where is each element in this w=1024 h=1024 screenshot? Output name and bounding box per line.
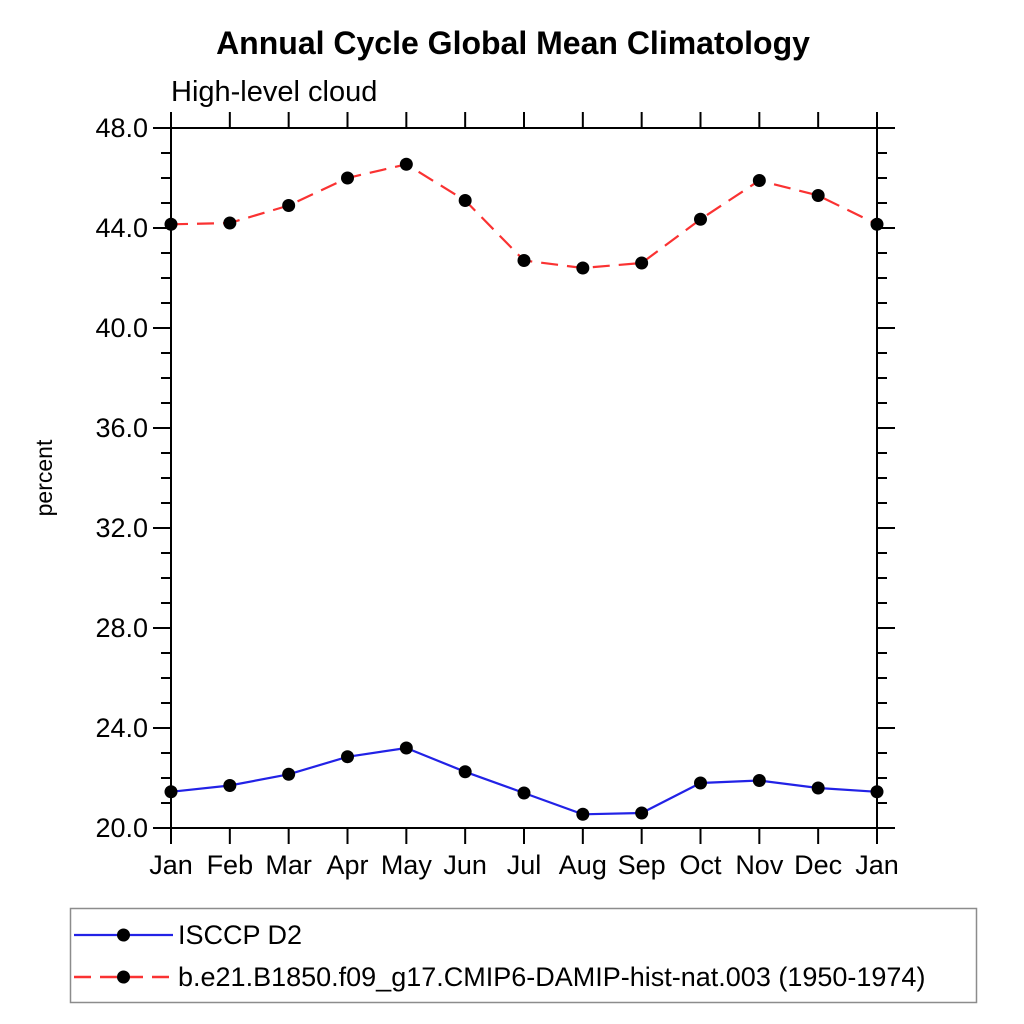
legend: ISCCP D2 b.e21.B1850.f09_g17.CMIP6-DAMIP…: [69, 907, 978, 1004]
data-point: [576, 261, 590, 275]
data-point: [694, 212, 707, 226]
series-line-model: [170, 163, 878, 270]
y-tick-label: 20.0: [95, 813, 148, 843]
series-layer: [164, 157, 884, 821]
legend-marker-dot-icon: [117, 928, 130, 942]
data-point: [341, 171, 354, 185]
legend-marker-dot-icon: [117, 970, 130, 984]
y-tick-label: 32.0: [95, 513, 148, 543]
x-tick-label: Mar: [265, 850, 312, 880]
x-tick-label: Jun: [443, 850, 487, 880]
series-line-isccp-d2: [170, 746, 878, 816]
legend-entry-model: b.e21.B1850.f09_g17.CMIP6-DAMIP-hist-nat…: [74, 962, 925, 992]
data-point: [752, 774, 766, 787]
data-point: [870, 785, 884, 799]
x-tick-label: May: [381, 850, 433, 880]
data-point: [399, 157, 413, 171]
data-point: [576, 807, 590, 821]
data-point: [635, 806, 649, 820]
x-tick-label: Jan: [855, 850, 899, 880]
data-point: [341, 750, 354, 764]
y-tick-label: 48.0: [95, 113, 148, 143]
legend-label-model: b.e21.B1850.f09_g17.CMIP6-DAMIP-hist-nat…: [178, 962, 925, 992]
data-point: [811, 189, 825, 202]
legend-box: [69, 907, 978, 1004]
data-point: [282, 199, 296, 212]
x-tick-label: Apr: [326, 850, 368, 880]
y-axis-label: percent: [31, 439, 57, 516]
plot-frame: [170, 127, 878, 829]
data-point: [223, 779, 237, 792]
x-tick-label: Nov: [735, 850, 784, 880]
data-point: [458, 194, 472, 207]
data-point: [164, 785, 178, 799]
x-tick-label: Jul: [507, 850, 542, 880]
x-tick-label: Sep: [618, 850, 666, 880]
plot-axes: 20.0 24.0 28.0 32.0 36.0 40.0 44.0 48.0 Jan Feb Ma…: [95, 112, 899, 880]
x-tick-label: Aug: [559, 850, 607, 880]
y-tick-label: 44.0: [95, 213, 148, 243]
data-point: [517, 786, 531, 800]
data-point: [635, 256, 649, 270]
x-tick-label: Oct: [679, 850, 722, 880]
data-point: [694, 776, 707, 790]
data-point: [752, 174, 766, 187]
data-point: [282, 767, 296, 781]
chart-subtitle: High-level cloud: [171, 76, 377, 108]
data-point: [870, 217, 884, 231]
chart-title: Annual Cycle Global Mean Climatology: [216, 25, 810, 61]
x-tick-label: Dec: [794, 850, 842, 880]
data-point: [223, 216, 237, 230]
data-point: [517, 254, 531, 267]
y-tick-label: 40.0: [95, 313, 148, 343]
y-tick-label: 24.0: [95, 713, 148, 743]
x-tick-label: Feb: [207, 850, 254, 880]
y-tick-label: 36.0: [95, 413, 148, 443]
data-point: [164, 217, 178, 231]
data-point: [458, 765, 472, 779]
x-tick-label: Jan: [149, 850, 193, 880]
legend-entry-isccp-d2: ISCCP D2: [74, 920, 302, 950]
data-point: [811, 781, 825, 795]
y-tick-label: 28.0: [95, 613, 148, 643]
legend-label-isccp-d2: ISCCP D2: [178, 920, 302, 950]
data-point: [399, 741, 413, 755]
